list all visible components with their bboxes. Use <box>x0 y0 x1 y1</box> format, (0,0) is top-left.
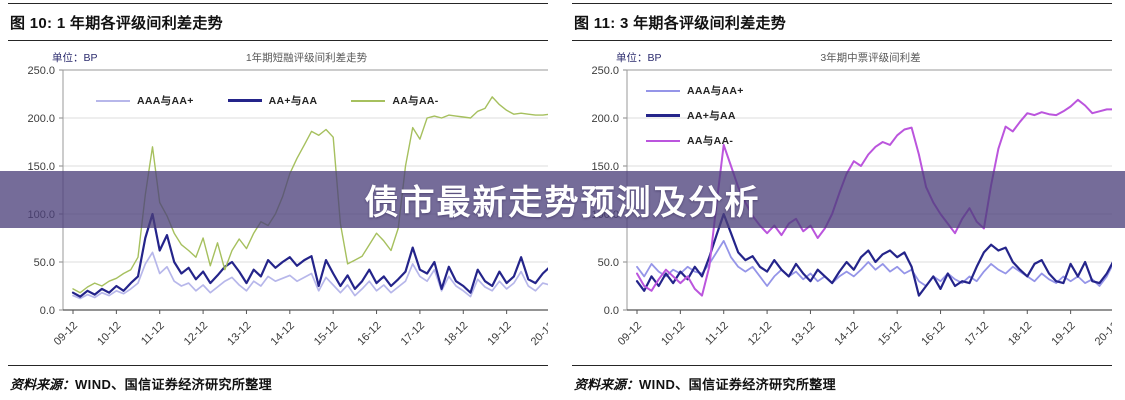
source-text: WIND、国信证券经济研究所整理 <box>75 377 273 392</box>
legend-label: AAA与AA+ <box>687 85 744 97</box>
x-tick-label: 17-12 <box>399 320 427 348</box>
x-tick-label: 19-12 <box>485 320 513 348</box>
legend-line-swatch <box>227 99 262 102</box>
chart-legend: AAA与AA+ AA+与AA AA与AA- <box>96 93 439 108</box>
unit-label: 单位：BP <box>616 52 662 64</box>
y-tick-label: 50.0 <box>598 257 619 269</box>
chart-inner-title: 1年期短融评级间利差走势 <box>245 52 368 64</box>
figure-title: 图 11: 3 年期各评级间利差走势 <box>574 15 787 32</box>
series-line <box>72 251 548 300</box>
legend-item: AAA与AA+ <box>646 83 744 98</box>
series-line <box>72 96 548 294</box>
x-tick-label: 11-12 <box>139 320 167 348</box>
x-tick-label: 12-12 <box>182 320 210 348</box>
x-tick-label: 15-12 <box>876 320 904 348</box>
legend-label: AAA与AA+ <box>137 95 194 107</box>
x-tick-label: 13-12 <box>225 320 253 348</box>
legend-line-swatch <box>351 99 386 102</box>
source-label: 资料来源： <box>574 377 640 392</box>
x-tick-label: 10-12 <box>95 320 123 348</box>
x-tick-label: 17-12 <box>963 320 991 348</box>
x-tick-label: 13-12 <box>789 320 817 348</box>
source-label: 资料来源： <box>10 377 76 392</box>
chart-inner-title: 3年期中票评级间利差 <box>820 52 921 64</box>
series-line <box>636 239 1112 287</box>
y-tick-label: 250.0 <box>27 65 55 77</box>
figure-card-left: 图 10: 1 年期各评级间利差走势 0.050.0100.0150.0200.… <box>8 3 548 393</box>
x-tick-label: 15-12 <box>312 320 340 348</box>
x-tick-label: 10-12 <box>659 320 687 348</box>
legend-item: AA与AA- <box>351 93 438 108</box>
chart-legend: AAA与AA+ AA+与AA AA与AA- <box>646 83 744 148</box>
source-text: WIND、国信证券经济研究所整理 <box>639 377 837 392</box>
legend-label: AA+与AA <box>268 95 318 107</box>
legend-line-swatch <box>646 114 680 117</box>
legend-label: AA与AA- <box>687 135 734 147</box>
figure-title-row: 图 11: 3 年期各评级间利差走势 <box>572 3 1112 41</box>
x-tick-label: 14-12 <box>269 320 297 348</box>
x-tick-label: 09-12 <box>616 320 644 348</box>
legend-line-swatch <box>646 89 680 92</box>
legend-item: AAA与AA+ <box>96 93 194 108</box>
y-tick-label: 150.0 <box>591 161 619 173</box>
source-row: 资料来源：WIND、国信证券经济研究所整理 <box>572 365 1112 393</box>
x-tick-label: 20-12 <box>529 320 548 348</box>
x-tick-label: 14-12 <box>833 320 861 348</box>
legend-item: AA+与AA <box>646 108 744 123</box>
x-tick-label: 19-12 <box>1049 320 1077 348</box>
x-tick-label: 18-12 <box>1006 320 1034 348</box>
legend-line-swatch <box>96 99 130 102</box>
figure-title: 图 10: 1 年期各评级间利差走势 <box>10 15 223 32</box>
legend-label: AA+与AA <box>687 110 736 122</box>
legend-item: AA与AA- <box>646 133 744 148</box>
figure-title-row: 图 10: 1 年期各评级间利差走势 <box>8 3 548 41</box>
x-tick-label: 16-12 <box>355 320 383 348</box>
y-tick-label: 150.0 <box>27 161 55 173</box>
y-tick-label: 250.0 <box>591 65 619 77</box>
y-tick-label: 200.0 <box>27 113 55 125</box>
x-tick-label: 09-12 <box>52 320 80 348</box>
x-tick-label: 18-12 <box>442 320 470 348</box>
x-tick-label: 12-12 <box>746 320 774 348</box>
x-tick-label: 11-12 <box>703 320 731 348</box>
y-tick-label: 50.0 <box>34 257 55 269</box>
banner-text: 债市最新走势预测及分析 <box>364 184 761 222</box>
y-tick-label: 200.0 <box>591 113 619 125</box>
x-tick-label: 20-12 <box>1093 320 1112 348</box>
watermark-banner: 债市最新走势预测及分析 <box>0 171 1125 228</box>
x-tick-label: 16-12 <box>919 320 947 348</box>
source-row: 资料来源：WIND、国信证券经济研究所整理 <box>8 365 548 393</box>
legend-item: AA+与AA <box>227 93 318 108</box>
unit-label: 单位：BP <box>52 52 98 64</box>
y-tick-label: 0.0 <box>604 305 619 317</box>
legend-line-swatch <box>646 139 680 142</box>
y-tick-label: 0.0 <box>40 305 55 317</box>
legend-label: AA与AA- <box>392 95 439 107</box>
series-line <box>635 212 1112 297</box>
